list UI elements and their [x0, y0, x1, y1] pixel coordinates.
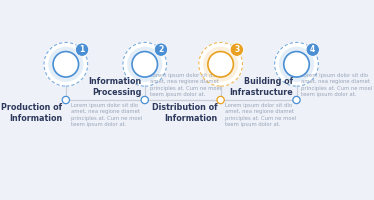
Text: 4: 4: [310, 45, 315, 54]
Text: 3: 3: [234, 45, 239, 54]
Text: Distribution of
Information: Distribution of Information: [152, 103, 217, 123]
Text: 2: 2: [158, 45, 163, 54]
Circle shape: [217, 96, 224, 104]
Circle shape: [62, 96, 70, 104]
Circle shape: [208, 52, 233, 77]
Text: Building of
Infrastructure: Building of Infrastructure: [230, 77, 293, 97]
Text: 1: 1: [79, 45, 85, 54]
Circle shape: [199, 42, 242, 86]
Circle shape: [48, 47, 83, 82]
Circle shape: [123, 42, 166, 86]
Text: Lorem ipsum dolor sit dlo
amet, nea regione diamet
principles at. Cum ne moel
te: Lorem ipsum dolor sit dlo amet, nea regi…: [301, 73, 373, 97]
Circle shape: [203, 47, 238, 82]
Circle shape: [141, 96, 148, 104]
Circle shape: [293, 96, 300, 104]
Circle shape: [76, 43, 89, 56]
Circle shape: [132, 52, 157, 77]
Text: Lorem ipsum dolor sit dlo
amet, nea regione diamet
principles at. Cum ne moel
te: Lorem ipsum dolor sit dlo amet, nea regi…: [150, 73, 221, 97]
Circle shape: [44, 42, 88, 86]
Circle shape: [154, 43, 168, 56]
Circle shape: [279, 47, 314, 82]
Text: Lorem ipsum dolor sit dlo
amet, nea regione diamet
principles at. Cum ne moel
te: Lorem ipsum dolor sit dlo amet, nea regi…: [226, 103, 297, 127]
Circle shape: [306, 43, 319, 56]
Circle shape: [230, 43, 243, 56]
Circle shape: [284, 52, 309, 77]
Circle shape: [127, 47, 162, 82]
Text: Information
Processing: Information Processing: [88, 77, 141, 97]
Text: Lorem ipsum dolor sit dlo
amet, nea regione diamet
principles at. Cum ne moel
te: Lorem ipsum dolor sit dlo amet, nea regi…: [71, 103, 142, 127]
Circle shape: [275, 42, 318, 86]
Circle shape: [53, 52, 79, 77]
Text: Production of
Information: Production of Information: [1, 103, 62, 123]
